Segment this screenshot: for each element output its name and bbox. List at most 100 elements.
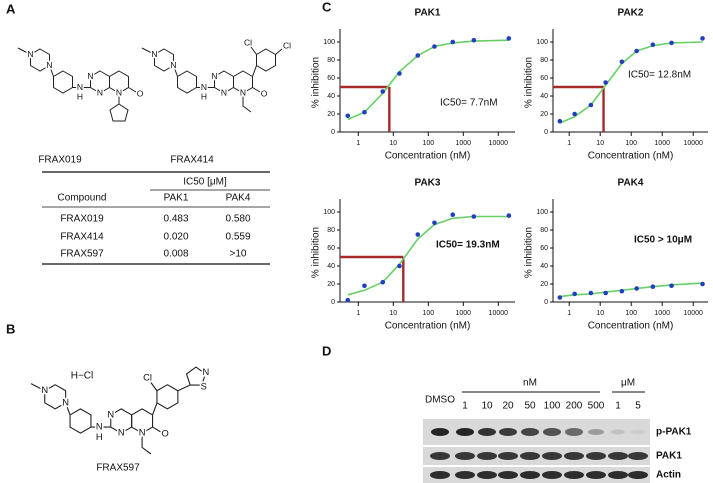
data-point [450, 212, 456, 217]
atom: N [170, 60, 176, 70]
data-point [700, 281, 705, 287]
y-tick-label: 80 [327, 227, 335, 234]
x-tick-label: 10000 [683, 140, 703, 147]
atom: O [137, 88, 144, 98]
x-tick-label: 1000 [654, 310, 670, 317]
compound-name: FRAX597 [96, 463, 140, 474]
dose-label: 5 [635, 401, 641, 412]
data-point [669, 40, 674, 46]
x-tick-label: 10000 [489, 310, 509, 317]
atom: N [201, 82, 207, 92]
data-point [345, 297, 351, 303]
structure-frax019: N N N N N H N O [17, 47, 145, 122]
data-point [572, 291, 577, 297]
atom: Cl [283, 40, 291, 50]
data-point [634, 286, 639, 291]
y-tick-label: 100 [536, 209, 548, 216]
table-cell: 0.483 [163, 214, 188, 225]
data-point [557, 118, 563, 124]
y-tick-label: 100 [323, 39, 335, 46]
dose-label: 1 [615, 401, 621, 412]
data-point [380, 89, 386, 94]
table-cell: FRAX414 [60, 232, 104, 243]
atom: N [87, 71, 93, 81]
data-point [557, 295, 563, 300]
y-tick-label: 40 [327, 263, 335, 270]
actin-bands [430, 471, 648, 479]
x-tick-label: 10 [389, 310, 397, 317]
p-pak1-bands [431, 428, 645, 436]
data-point [432, 220, 437, 226]
y-tick-label: 40 [540, 263, 548, 270]
x-tick-label: 10000 [489, 140, 509, 147]
ic50-annotation: IC50= 12.8nM [628, 70, 691, 81]
table-cell: >10 [230, 249, 247, 260]
data-point [345, 113, 351, 119]
western-blot: DMSO nM μM 1 10 20 50 100 200 500 1 5 [423, 378, 692, 483]
data-point [700, 36, 705, 41]
y-axis-label: % inhibition [311, 57, 322, 108]
table-header: PAK1 [164, 193, 189, 204]
table-header: Compound [58, 193, 107, 204]
data-point [362, 283, 367, 289]
data-point [572, 111, 577, 117]
chart-title: PAK3 [415, 178, 441, 189]
y-tick-label: 60 [540, 245, 548, 252]
x-tick-label: 100 [625, 140, 637, 147]
x-tick-label: 1 [356, 140, 360, 147]
y-tick-label: 60 [327, 245, 335, 252]
data-point [432, 44, 437, 49]
x-tick-label: 10 [596, 140, 604, 147]
data-point [450, 39, 456, 45]
x-tick-label: 100 [422, 310, 434, 317]
y-tick-label: 0 [331, 299, 335, 306]
data-point [506, 213, 512, 218]
y-tick-label: 100 [536, 39, 548, 46]
dose-label: 500 [588, 401, 605, 412]
x-tick-label: 1000 [456, 310, 472, 317]
compound-name: FRAX414 [170, 155, 214, 166]
data-point [669, 283, 674, 289]
atom: O [162, 429, 169, 439]
table-cell: 0.559 [225, 232, 250, 243]
y-tick-label: 80 [327, 57, 335, 64]
salt-label: H−Cl [71, 371, 94, 382]
data-point [603, 290, 608, 296]
data-point [415, 232, 421, 237]
atom: H [96, 432, 103, 442]
structure-frax597: N N N N N H N O Cl N S [30, 365, 211, 455]
atom: N [211, 71, 217, 81]
data-point [506, 36, 512, 41]
y-tick-label: 60 [540, 75, 548, 82]
x-axis-label: Concentration (nM) [385, 151, 471, 162]
y-tick-label: 100 [323, 209, 335, 216]
data-point [415, 53, 421, 58]
x-axis-label: Concentration (nM) [385, 321, 471, 332]
data-point [471, 37, 477, 43]
panel-label: B [6, 321, 15, 336]
atom: N [41, 385, 48, 395]
table-cell: 0.580 [225, 214, 250, 225]
atom: N [107, 409, 114, 419]
table-cell: 0.020 [163, 232, 188, 243]
data-point [619, 59, 625, 65]
y-tick-label: 20 [540, 111, 548, 118]
dose-label: 100 [544, 401, 561, 412]
atom: N [116, 87, 122, 97]
x-tick-label: 1 [567, 140, 571, 147]
y-tick-label: 80 [540, 57, 548, 64]
x-tick-label: 10 [596, 310, 604, 317]
ic50-annotation: IC50= 19.3nM [436, 240, 500, 251]
atom: S [201, 381, 207, 391]
ic50-table: IC50 [μM] Compound PAK1 PAK4 FRAX019 0.4… [42, 171, 270, 265]
y-axis-label: % inhibition [311, 227, 322, 278]
atom: N [77, 82, 83, 92]
table-cell: FRAX019 [60, 214, 104, 225]
table-cell: FRAX597 [60, 249, 104, 260]
atom: N [96, 422, 103, 432]
y-tick-label: 20 [540, 281, 548, 288]
data-point [397, 71, 402, 76]
data-point [619, 288, 625, 294]
pak1-bands [430, 452, 648, 460]
panel-label: A [6, 1, 16, 16]
